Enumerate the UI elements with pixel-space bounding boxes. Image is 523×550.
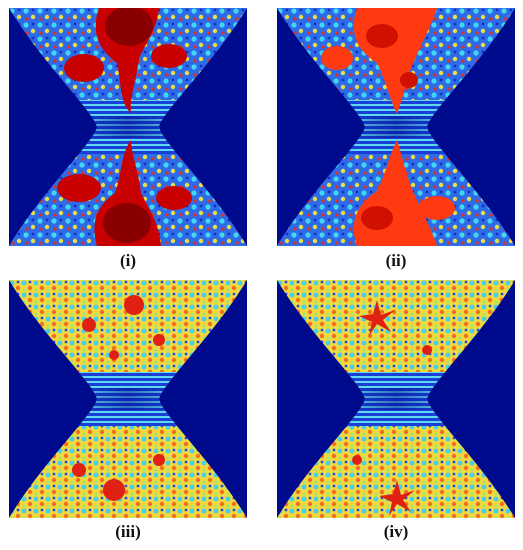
- panel-label: (ii): [386, 251, 407, 270]
- panel: [277, 280, 515, 518]
- panel-label: (iii): [115, 522, 141, 541]
- panel: [9, 8, 247, 246]
- panel-label: (i): [120, 251, 136, 270]
- panel: [277, 8, 515, 246]
- panel: [9, 280, 247, 518]
- panel-label: (iv): [384, 522, 409, 541]
